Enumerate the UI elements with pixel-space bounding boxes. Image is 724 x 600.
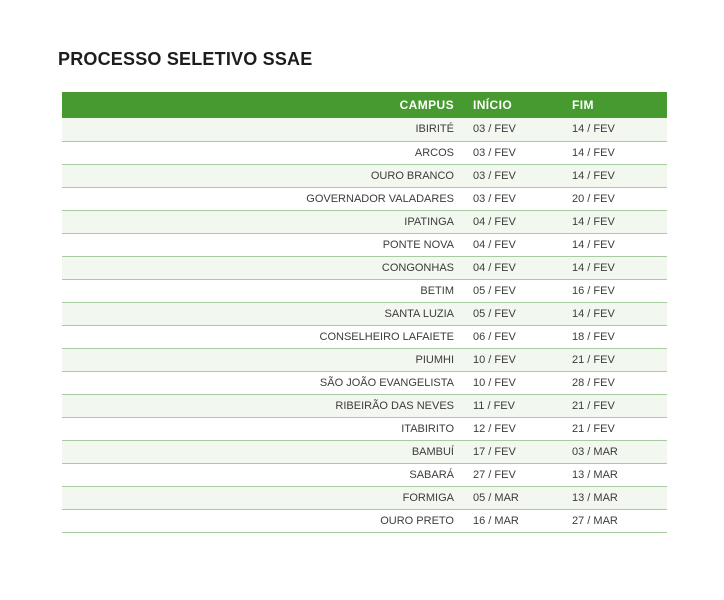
table-row: OURO BRANCO 03 / FEV 14 / FEV	[62, 164, 667, 188]
campus-cell: ARCOS	[62, 141, 461, 165]
fim-cell: 14 / FEV	[555, 302, 667, 326]
table-row: SABARÁ 27 / FEV 13 / MAR	[62, 463, 667, 487]
fim-cell: 14 / FEV	[555, 256, 667, 280]
fim-cell: 14 / FEV	[555, 233, 667, 257]
campus-cell: ITABIRITO	[62, 417, 461, 441]
inicio-cell: 16 / MAR	[461, 509, 555, 533]
inicio-cell: 17 / FEV	[461, 440, 555, 464]
campus-cell: BETIM	[62, 279, 461, 303]
fim-cell: 03 / MAR	[555, 440, 667, 464]
header-row: CAMPUS INÍCIO FIM	[62, 92, 667, 118]
fim-cell: 14 / FEV	[555, 118, 667, 142]
inicio-cell: 05 / MAR	[461, 486, 555, 510]
fim-cell: 27 / MAR	[555, 509, 667, 533]
table-row: ARCOS 03 / FEV 14 / FEV	[62, 141, 667, 165]
fim-cell: 14 / FEV	[555, 141, 667, 165]
campus-cell: BAMBUÍ	[62, 440, 461, 464]
campus-cell: GOVERNADOR VALADARES	[62, 187, 461, 211]
fim-cell: 16 / FEV	[555, 279, 667, 303]
inicio-cell: 05 / FEV	[461, 302, 555, 326]
inicio-cell: 05 / FEV	[461, 279, 555, 303]
inicio-cell: 27 / FEV	[461, 463, 555, 487]
inicio-cell: 10 / FEV	[461, 348, 555, 372]
fim-cell: 28 / FEV	[555, 371, 667, 395]
fim-cell: 13 / MAR	[555, 486, 667, 510]
fim-cell: 21 / FEV	[555, 417, 667, 441]
table-row: CONSELHEIRO LAFAIETE 06 / FEV 18 / FEV	[62, 325, 667, 349]
inicio-cell: 04 / FEV	[461, 256, 555, 280]
campus-cell: OURO BRANCO	[62, 164, 461, 188]
inicio-cell: 03 / FEV	[461, 118, 555, 142]
table-row: RIBEIRÃO DAS NEVES 11 / FEV 21 / FEV	[62, 394, 667, 418]
fim-cell: 13 / MAR	[555, 463, 667, 487]
table-row: OURO PRETO 16 / MAR 27 / MAR	[62, 509, 667, 533]
table-row: SANTA LUZIA 05 / FEV 14 / FEV	[62, 302, 667, 326]
table-row: PONTE NOVA 04 / FEV 14 / FEV	[62, 233, 667, 257]
campus-cell: IPATINGA	[62, 210, 461, 234]
table-row: CONGONHAS 04 / FEV 14 / FEV	[62, 256, 667, 280]
campus-cell: RIBEIRÃO DAS NEVES	[62, 394, 461, 418]
inicio-cell: 10 / FEV	[461, 371, 555, 395]
fim-cell: 20 / FEV	[555, 187, 667, 211]
inicio-cell: 11 / FEV	[461, 394, 555, 418]
table-row: IPATINGA 04 / FEV 14 / FEV	[62, 210, 667, 234]
table-row: GOVERNADOR VALADARES 03 / FEV 20 / FEV	[62, 187, 667, 211]
campus-cell: SANTA LUZIA	[62, 302, 461, 326]
table-row: BAMBUÍ 17 / FEV 03 / MAR	[62, 440, 667, 464]
table-row: FORMIGA 05 / MAR 13 / MAR	[62, 486, 667, 510]
campus-cell: CONGONHAS	[62, 256, 461, 280]
column-header-campus: CAMPUS	[62, 92, 461, 118]
inicio-cell: 03 / FEV	[461, 164, 555, 188]
table-row: BETIM 05 / FEV 16 / FEV	[62, 279, 667, 303]
table-header: CAMPUS INÍCIO FIM	[62, 92, 667, 118]
campus-cell: PIUMHI	[62, 348, 461, 372]
table-body: IBIRITÉ 03 / FEV 14 / FEV ARCOS 03 / FEV 14 /…	[62, 118, 667, 533]
schedule-table: CAMPUS INÍCIO FIM IBIRITÉ 03 / FEV 14 / FE…	[62, 92, 667, 533]
inicio-cell: 04 / FEV	[461, 233, 555, 257]
campus-cell: PONTE NOVA	[62, 233, 461, 257]
table-row: ITABIRITO 12 / FEV 21 / FEV	[62, 417, 667, 441]
inicio-cell: 06 / FEV	[461, 325, 555, 349]
table-row: IBIRITÉ 03 / FEV 14 / FEV	[62, 118, 667, 142]
fim-cell: 21 / FEV	[555, 394, 667, 418]
page-title: PROCESSO SELETIVO SSAE	[58, 49, 313, 69]
fim-cell: 14 / FEV	[555, 210, 667, 234]
table-row: SÃO JOÃO EVANGELISTA 10 / FEV 28 / FEV	[62, 371, 667, 395]
campus-cell: CONSELHEIRO LAFAIETE	[62, 325, 461, 349]
inicio-cell: 12 / FEV	[461, 417, 555, 441]
fim-cell: 18 / FEV	[555, 325, 667, 349]
inicio-cell: 03 / FEV	[461, 141, 555, 165]
inicio-cell: 04 / FEV	[461, 210, 555, 234]
fim-cell: 21 / FEV	[555, 348, 667, 372]
fim-cell: 14 / FEV	[555, 164, 667, 188]
campus-cell: IBIRITÉ	[62, 118, 461, 142]
table-row: PIUMHI 10 / FEV 21 / FEV	[62, 348, 667, 372]
inicio-cell: 03 / FEV	[461, 187, 555, 211]
campus-cell: SÃO JOÃO EVANGELISTA	[62, 371, 461, 395]
campus-cell: SABARÁ	[62, 463, 461, 487]
campus-cell: FORMIGA	[62, 486, 461, 510]
column-header-inicio: INÍCIO	[461, 92, 555, 118]
campus-cell: OURO PRETO	[62, 509, 461, 533]
column-header-fim: FIM	[555, 92, 667, 118]
